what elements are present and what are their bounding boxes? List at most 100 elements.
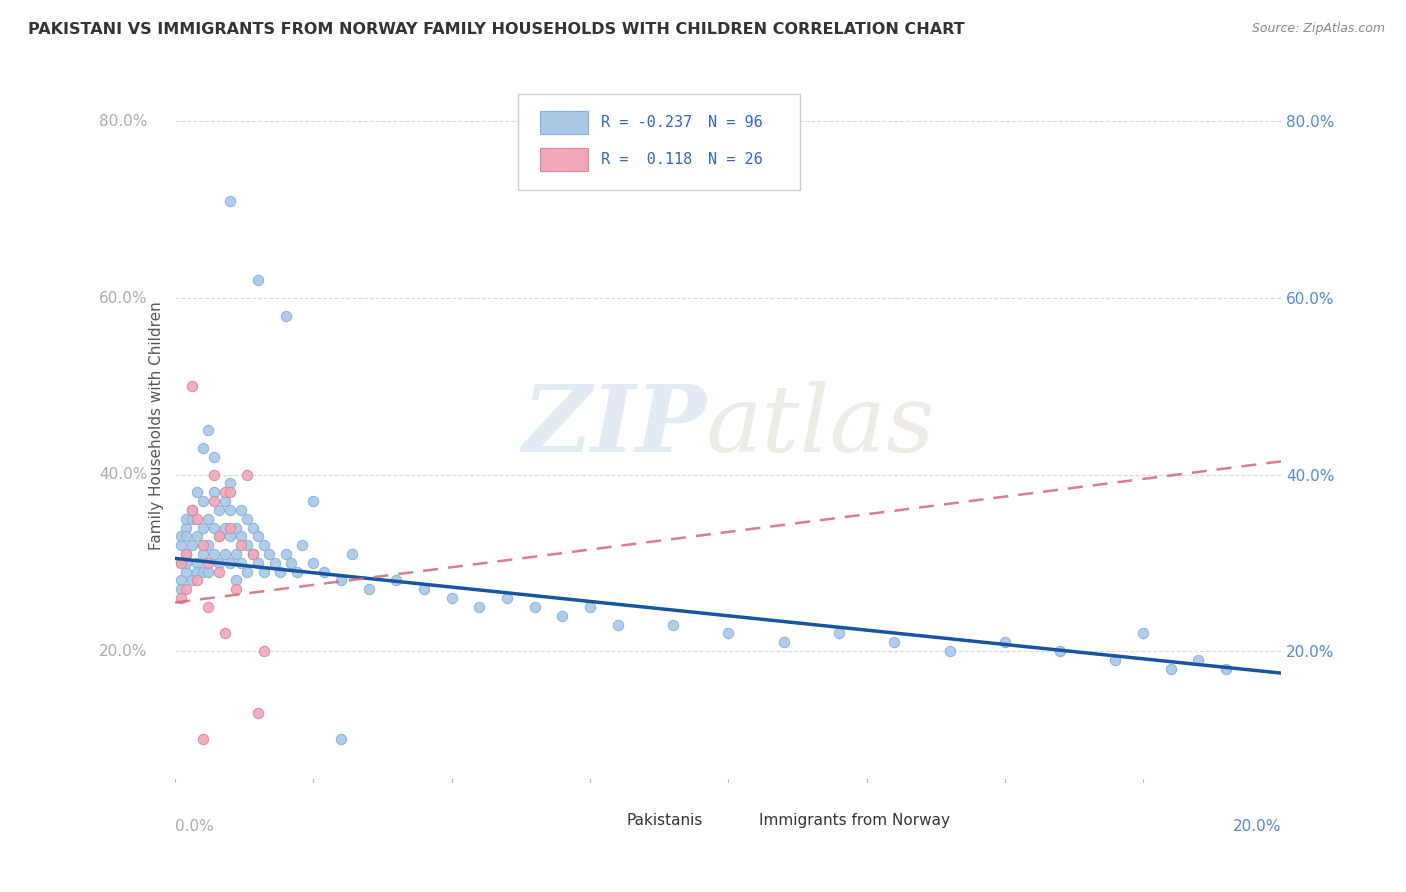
FancyBboxPatch shape: [540, 148, 588, 170]
Point: [219, 556, 242, 570]
Point: [202, 494, 225, 508]
Point: [191, 520, 214, 534]
Point: [197, 424, 219, 438]
Point: [385, 574, 408, 588]
Point: [202, 450, 225, 464]
Point: [186, 574, 208, 588]
Point: [214, 494, 236, 508]
Point: [202, 467, 225, 482]
Point: [191, 565, 214, 579]
Point: [938, 644, 960, 658]
FancyBboxPatch shape: [540, 111, 588, 134]
Point: [236, 565, 259, 579]
Text: N = 26: N = 26: [709, 152, 763, 167]
Point: [247, 556, 270, 570]
Text: 0.0%: 0.0%: [176, 819, 214, 834]
Point: [180, 503, 202, 517]
Point: [231, 529, 253, 543]
Point: [202, 485, 225, 500]
Point: [225, 582, 247, 597]
Point: [252, 644, 274, 658]
Point: [219, 194, 242, 208]
Point: [169, 582, 191, 597]
Point: [994, 635, 1017, 649]
FancyBboxPatch shape: [595, 815, 621, 832]
Point: [357, 582, 380, 597]
Point: [247, 529, 270, 543]
Point: [169, 574, 191, 588]
Point: [219, 503, 242, 517]
Point: [280, 556, 302, 570]
Point: [225, 574, 247, 588]
Point: [1049, 644, 1071, 658]
Point: [197, 556, 219, 570]
Text: Pakistanis: Pakistanis: [627, 814, 703, 828]
Text: R = -0.237: R = -0.237: [600, 115, 692, 129]
Point: [340, 547, 363, 561]
Point: [662, 617, 685, 632]
Point: [231, 538, 253, 552]
Point: [523, 599, 546, 614]
Point: [197, 511, 219, 525]
Text: 80.0%: 80.0%: [98, 114, 148, 129]
Point: [1160, 662, 1182, 676]
Point: [242, 547, 264, 561]
Text: atlas: atlas: [706, 381, 935, 471]
Point: [242, 547, 264, 561]
Point: [468, 599, 491, 614]
Point: [191, 547, 214, 561]
Point: [1187, 653, 1209, 667]
Text: PAKISTANI VS IMMIGRANTS FROM NORWAY FAMILY HOUSEHOLDS WITH CHILDREN CORRELATION : PAKISTANI VS IMMIGRANTS FROM NORWAY FAMI…: [28, 22, 965, 37]
Point: [330, 574, 353, 588]
Point: [208, 565, 231, 579]
Point: [180, 511, 202, 525]
Point: [285, 565, 308, 579]
Text: 40.0%: 40.0%: [98, 467, 148, 482]
Point: [269, 565, 291, 579]
Point: [197, 565, 219, 579]
Point: [208, 503, 231, 517]
Point: [252, 538, 274, 552]
Text: Source: ZipAtlas.com: Source: ZipAtlas.com: [1251, 22, 1385, 36]
Point: [208, 529, 231, 543]
Point: [1132, 626, 1154, 640]
Y-axis label: Family Households with Children: Family Households with Children: [149, 301, 165, 550]
Point: [174, 520, 197, 534]
Point: [180, 503, 202, 517]
Point: [413, 582, 436, 597]
Point: [208, 529, 231, 543]
Point: [242, 520, 264, 534]
Point: [225, 547, 247, 561]
Point: [214, 520, 236, 534]
Point: [330, 732, 353, 747]
Point: [219, 529, 242, 543]
Point: [772, 635, 794, 649]
FancyBboxPatch shape: [517, 94, 800, 190]
Point: [191, 538, 214, 552]
Point: [186, 511, 208, 525]
Point: [197, 599, 219, 614]
Point: [197, 538, 219, 552]
Point: [174, 547, 197, 561]
Point: [191, 441, 214, 455]
Point: [174, 565, 197, 579]
Point: [174, 511, 197, 525]
Point: [247, 706, 270, 720]
Point: [263, 556, 285, 570]
Point: [302, 494, 325, 508]
Point: [551, 608, 574, 623]
Point: [1215, 662, 1237, 676]
Text: Immigrants from Norway: Immigrants from Norway: [759, 814, 950, 828]
Point: [174, 547, 197, 561]
Point: [717, 626, 740, 640]
Point: [1104, 653, 1126, 667]
Point: [214, 626, 236, 640]
Point: [202, 547, 225, 561]
Point: [236, 467, 259, 482]
Point: [174, 582, 197, 597]
Point: [219, 520, 242, 534]
Point: [274, 547, 297, 561]
Point: [291, 538, 314, 552]
Point: [208, 556, 231, 570]
Point: [186, 565, 208, 579]
